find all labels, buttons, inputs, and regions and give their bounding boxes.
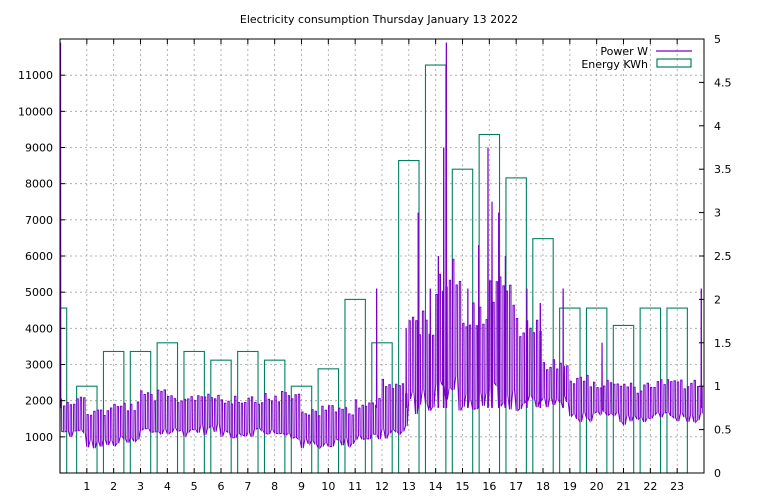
x-tick-label: 4 (164, 480, 171, 493)
legend-energy-label: Energy KWh (581, 58, 648, 71)
y-left-tick-label: 11000 (18, 69, 53, 82)
x-tick-label: 7 (244, 480, 251, 493)
x-tick-label: 6 (218, 480, 225, 493)
axes: 1 2 3 4 5 6 7 8 9 10 11 12 13 14 15 16 17 18 19 20 21 22 23100… (18, 33, 732, 493)
legend: Power W Energy KWh (581, 45, 692, 71)
x-tick-label: 11 (348, 480, 362, 493)
y-left-tick-label: 6000 (25, 250, 53, 263)
y-right-tick-label: 0.5 (714, 424, 732, 437)
legend-power-label: Power W (600, 45, 648, 58)
x-tick-label: 3 (137, 480, 144, 493)
x-tick-label: 20 (590, 480, 604, 493)
x-tick-label: 5 (191, 480, 198, 493)
y-left-tick-label: 10000 (18, 105, 53, 118)
x-tick-label: 23 (670, 480, 684, 493)
y-right-tick-label: 5 (714, 33, 721, 46)
y-left-tick-label: 3000 (25, 359, 53, 372)
y-left-tick-label: 2000 (25, 395, 53, 408)
x-tick-label: 17 (509, 480, 523, 493)
chart-title: Electricity consumption Thursday January… (240, 13, 518, 26)
x-tick-label: 14 (429, 480, 443, 493)
y-left-tick-label: 7000 (25, 214, 53, 227)
y-right-tick-label: 0 (714, 467, 721, 480)
y-left-tick-label: 9000 (25, 142, 53, 155)
x-tick-label: 8 (271, 480, 278, 493)
y-left-tick-label: 4000 (25, 322, 53, 335)
x-tick-label: 16 (482, 480, 496, 493)
x-tick-label: 2 (110, 480, 117, 493)
x-tick-label: 10 (321, 480, 335, 493)
x-tick-label: 9 (298, 480, 305, 493)
x-tick-label: 1 (83, 480, 90, 493)
x-tick-label: 22 (643, 480, 657, 493)
power-series (59, 42, 703, 450)
x-tick-label: 15 (456, 480, 470, 493)
x-tick-label: 12 (375, 480, 389, 493)
y-left-tick-label: 5000 (25, 286, 53, 299)
y-right-tick-label: 3.5 (714, 163, 732, 176)
x-tick-label: 18 (536, 480, 550, 493)
power-line (59, 42, 703, 450)
y-right-tick-label: 1 (714, 380, 721, 393)
y-left-tick-label: 8000 (25, 178, 53, 191)
legend-energy-swatch (656, 58, 692, 68)
y-right-tick-label: 3 (714, 207, 721, 220)
x-tick-label: 21 (617, 480, 631, 493)
x-tick-label: 13 (402, 480, 416, 493)
y-right-tick-label: 2.5 (714, 250, 732, 263)
y-right-tick-label: 4 (714, 120, 721, 133)
x-tick-label: 19 (563, 480, 577, 493)
y-left-tick-label: 1000 (25, 431, 53, 444)
y-right-tick-label: 2 (714, 293, 721, 306)
y-right-tick-label: 1.5 (714, 337, 732, 350)
y-right-tick-label: 4.5 (714, 76, 732, 89)
